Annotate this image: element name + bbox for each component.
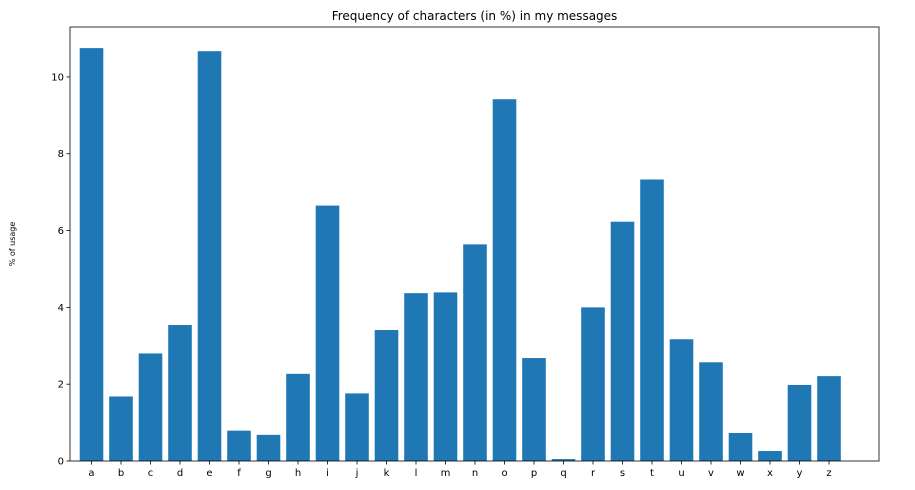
bar-g [256,434,281,461]
x-tick-label: r [591,468,596,479]
bar-l [404,293,428,461]
x-tick-label: z [826,468,831,479]
axes-frame [69,26,880,462]
bar-m [433,292,458,461]
bar-s [610,221,635,461]
bar-b [109,396,133,461]
x-tick-label: s [620,468,625,479]
bar-u [669,339,694,461]
bar-z [817,376,841,461]
bar-t [640,179,664,462]
bar-w [728,432,753,461]
bar-n [463,244,487,461]
bar-h [286,373,310,461]
x-tick-label: e [206,468,212,479]
x-tick-label: f [237,468,241,479]
x-tick-label: h [295,468,301,479]
bar-k [374,330,399,461]
x-tick-label: v [708,468,714,479]
x-tick-label: g [265,468,271,479]
x-tick-label: y [797,468,803,479]
x-tick-label: n [472,468,478,479]
bar-y [787,384,812,461]
x-tick-label: u [678,468,684,479]
x-tick-label: w [736,468,744,479]
bar-x [758,451,782,461]
bar-q [551,459,576,461]
plot-area: a b c d e f g h i j k l m n o p q r s t u v w x y z 0 2 4 6 8 10 [51,26,880,479]
y-tick-label: 4 [58,303,64,314]
y-tick-label: 2 [58,380,64,391]
y-tick-label: 0 [58,457,64,468]
x-tick-label: d [177,468,183,479]
bar-p [522,358,546,461]
x-tick-label: t [650,468,654,479]
x-tick-label: x [767,468,773,479]
x-tick-label: p [531,468,537,479]
y-tick-label: 8 [58,149,64,160]
y-tick-label: 6 [58,226,64,237]
y-axis-label: % of usage [8,222,17,267]
bar-o [492,99,517,462]
y-tick-label: 10 [51,72,64,83]
x-tick-label: k [384,468,390,479]
x-tick-label: l [415,468,418,479]
bar-r [581,307,605,461]
x-tick-label: i [326,468,329,479]
bar-f [227,430,251,461]
bar-i [315,205,340,461]
x-tick-label: a [88,468,94,479]
x-tick-label: c [148,468,154,479]
bar-e [197,51,222,461]
chart-title: Frequency of characters (in %) in my mes… [332,9,618,23]
x-tick-label: q [560,468,566,479]
x-tick-label: m [441,468,451,479]
bar-d [168,325,192,461]
bar-c [138,353,163,461]
x-tick-label: o [501,468,507,479]
x-tick-label: b [118,468,124,479]
bar-v [699,362,723,461]
bar-a [79,48,104,462]
x-tick-label: j [355,468,359,479]
bar-j [345,393,369,461]
